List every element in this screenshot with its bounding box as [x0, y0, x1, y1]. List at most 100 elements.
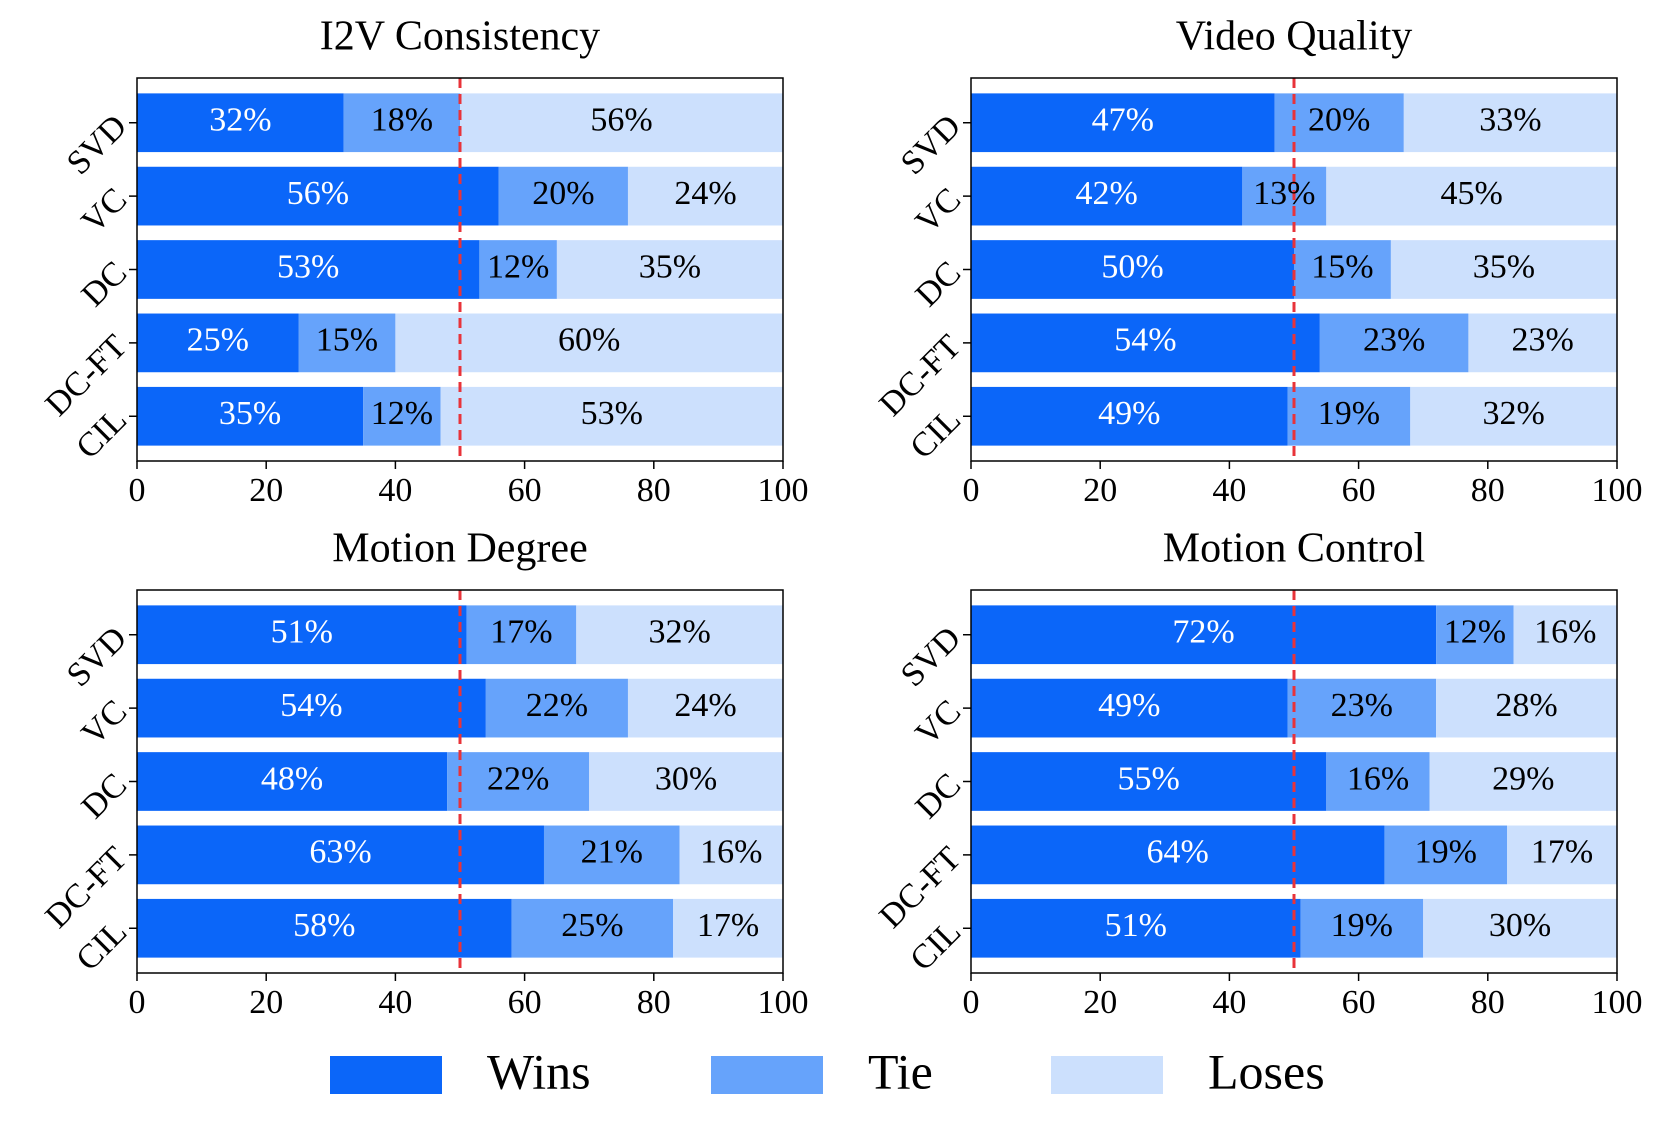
value-label: 25% [561, 907, 623, 944]
value-label: 17% [1531, 834, 1593, 871]
subplot-title: I2V Consistency [320, 14, 600, 60]
bar-segment [1326, 752, 1430, 811]
value-label: 29% [1492, 760, 1554, 797]
bar-segment [1287, 386, 1411, 446]
y-tick-label: SVD [60, 620, 134, 694]
bar-segment [137, 605, 467, 665]
y-tick-label: DC [909, 255, 969, 315]
value-label: 23% [1331, 687, 1393, 724]
x-tick-label: 80 [1471, 984, 1505, 1021]
y-tick-label: DC-FT [873, 840, 969, 936]
bar-segment [1507, 825, 1617, 885]
bar-segment [460, 93, 783, 153]
bar-segment [137, 93, 344, 153]
bar-segment [1468, 313, 1617, 373]
y-tick-label: CIL [903, 913, 968, 978]
value-label: 54% [1114, 322, 1176, 359]
value-label: 20% [532, 175, 594, 212]
value-label: 33% [1479, 102, 1541, 139]
value-label: 54% [280, 687, 342, 724]
y-tick-label: VC [909, 181, 969, 241]
bar-segment [1436, 605, 1514, 665]
value-label: 13% [1253, 175, 1315, 212]
bar-segment [1429, 752, 1617, 811]
bar-segment [576, 605, 783, 665]
legend-label: Loses [1208, 1043, 1325, 1099]
bar-segment [679, 825, 783, 885]
bar-segment [971, 752, 1327, 811]
x-tick-label: 100 [1592, 472, 1643, 509]
bar-segment [137, 386, 364, 446]
bar-segment [298, 313, 396, 373]
bar-segment [971, 678, 1288, 738]
value-label: 51% [1105, 907, 1167, 944]
x-tick-label: 40 [378, 472, 412, 509]
value-label: 60% [558, 322, 620, 359]
bar-segment [137, 825, 544, 885]
value-label: 20% [1308, 102, 1370, 139]
bar-segment [971, 240, 1294, 299]
subplot-title: Video Quality [1176, 14, 1413, 60]
legend-swatch [330, 1056, 442, 1094]
bar-segment [1423, 898, 1617, 958]
axes-frame [136, 589, 784, 974]
subplot-title: Motion Degree [332, 526, 587, 572]
bar-segment [589, 752, 783, 811]
x-tick-label: 20 [249, 984, 283, 1021]
bar-segment [971, 93, 1275, 153]
value-label: 30% [1489, 907, 1551, 944]
bar-segment [511, 898, 674, 958]
bar-segment [137, 752, 448, 811]
value-label: 16% [1534, 614, 1596, 651]
bar-segment [971, 825, 1385, 885]
bar-segment [1410, 386, 1617, 446]
bar-segment [1294, 240, 1391, 299]
value-label: 56% [590, 102, 652, 139]
bar-segment [343, 93, 460, 153]
value-label: 17% [697, 907, 759, 944]
x-tick-label: 60 [1342, 984, 1376, 1021]
x-tick-label: 0 [129, 984, 146, 1021]
bar-segment [1384, 825, 1508, 885]
value-label: 35% [1473, 248, 1535, 285]
value-label: 63% [309, 834, 371, 871]
bar-segment [137, 313, 299, 373]
value-label: 23% [1363, 322, 1425, 359]
bar-segment [627, 678, 783, 738]
value-label: 49% [1098, 687, 1160, 724]
legend-label: Wins [487, 1043, 591, 1099]
value-label: 49% [1098, 395, 1160, 432]
y-tick-label: SVD [894, 108, 968, 182]
x-tick-label: 20 [249, 472, 283, 509]
value-label: 32% [648, 614, 710, 651]
legend-swatch [1051, 1056, 1163, 1094]
y-tick-label: VC [75, 693, 135, 753]
plot-area [137, 605, 783, 958]
value-label: 19% [1331, 907, 1393, 944]
bar-segment [440, 386, 783, 446]
bar-segment [363, 386, 441, 446]
value-label: 22% [487, 760, 549, 797]
bar-segment [1513, 605, 1617, 665]
axes-frame [970, 77, 1618, 462]
bar-segment [466, 605, 577, 665]
value-label: 42% [1075, 175, 1137, 212]
plot-area [137, 93, 783, 446]
bar-segment [485, 678, 628, 738]
x-tick-label: 20 [1083, 984, 1117, 1021]
value-label: 25% [187, 322, 249, 359]
value-label: 24% [674, 175, 736, 212]
axes-frame [970, 589, 1618, 974]
legend-label: Tie [868, 1043, 933, 1099]
bar-segment [543, 825, 680, 885]
bar-segment [627, 166, 783, 226]
bar-segment [137, 898, 512, 958]
value-label: 30% [655, 760, 717, 797]
bar-segment [479, 240, 557, 299]
x-tick-label: 80 [637, 984, 671, 1021]
x-tick-label: 40 [1212, 984, 1246, 1021]
value-label: 58% [293, 907, 355, 944]
y-tick-label: SVD [894, 620, 968, 694]
x-tick-label: 80 [637, 472, 671, 509]
